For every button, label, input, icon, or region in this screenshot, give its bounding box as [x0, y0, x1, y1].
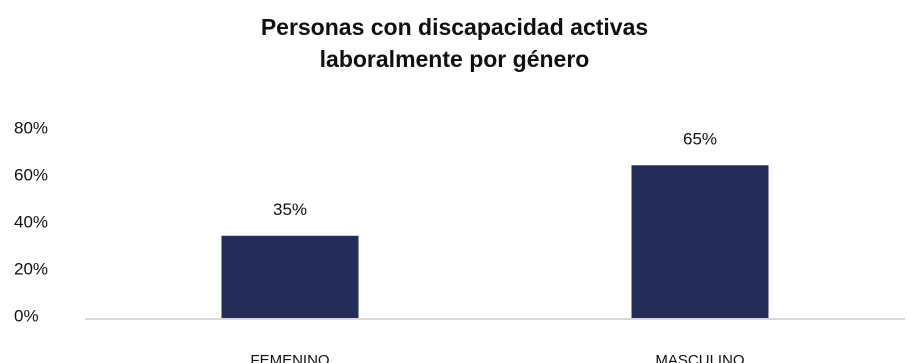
value-labels: 35% 65%	[273, 129, 717, 219]
x-axis-labels: FEMENINO MASCULINO	[250, 352, 744, 363]
x-tick-label-masculino: MASCULINO	[655, 352, 744, 363]
bars	[221, 165, 769, 318]
value-label-masculino: 65%	[683, 129, 717, 148]
chart-title-line-2: laboralmente por género	[319, 46, 590, 72]
y-tick-label: 0%	[14, 306, 39, 325]
bar-masculino	[631, 165, 769, 318]
x-tick-label-femenino: FEMENINO	[250, 352, 329, 363]
y-tick-label: 40%	[14, 212, 48, 231]
y-axis-ticks: 0% 20% 40% 60% 80%	[14, 118, 48, 325]
y-tick-label: 80%	[14, 118, 48, 137]
y-tick-label: 60%	[14, 165, 48, 184]
bar-femenino	[221, 235, 359, 318]
value-label-femenino: 35%	[273, 200, 307, 219]
chart-title-line-1: Personas con discapacidad activas	[260, 14, 649, 40]
y-tick-label: 20%	[14, 259, 48, 278]
